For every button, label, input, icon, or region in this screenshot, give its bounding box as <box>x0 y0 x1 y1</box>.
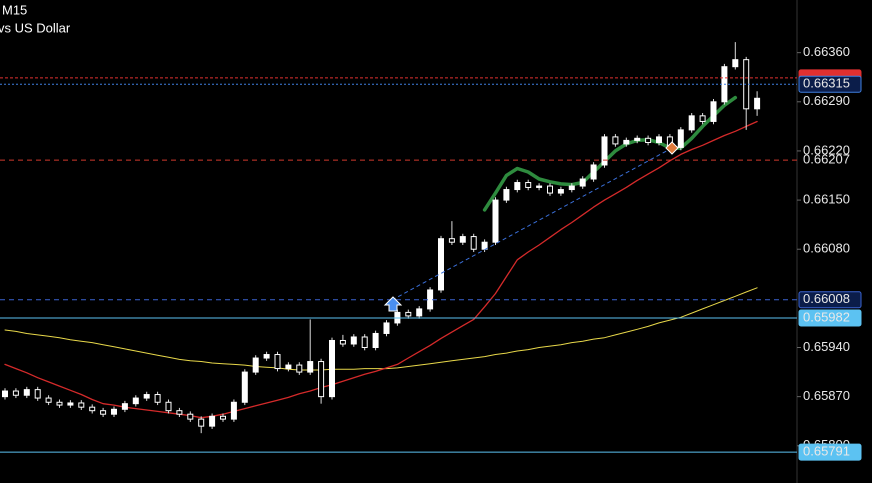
candle-body <box>209 415 216 427</box>
candle-body <box>579 178 586 187</box>
close-marker <box>665 141 679 155</box>
candle-body <box>154 394 161 403</box>
candle-body <box>448 238 455 243</box>
indicator-line <box>4 120 758 419</box>
candle-body <box>198 418 205 427</box>
candle-body <box>165 401 172 412</box>
candle-body <box>459 236 466 243</box>
candle-body <box>45 397 52 403</box>
candle-body <box>623 139 630 145</box>
candle-body <box>350 336 357 345</box>
candle-body <box>241 371 248 403</box>
candle-body <box>481 241 488 250</box>
candle-body <box>688 115 695 131</box>
candle-body <box>56 401 63 406</box>
candle-body <box>111 408 117 415</box>
candle-body <box>220 415 226 420</box>
buy-arrow <box>383 296 403 312</box>
candle-body <box>121 403 128 410</box>
candle-body <box>568 185 575 191</box>
y-tick-label: 0.65940 <box>803 339 850 354</box>
candle-body <box>470 236 477 250</box>
candle-body <box>710 101 717 122</box>
candle-body <box>416 308 423 317</box>
candle-body <box>296 364 303 373</box>
candle-body <box>176 410 183 415</box>
candle-body <box>699 115 706 122</box>
candle-body <box>339 339 346 345</box>
candle-body <box>307 361 314 373</box>
candle-body <box>100 410 107 415</box>
candle-body <box>405 311 412 317</box>
candle-body <box>23 389 30 396</box>
candle-body <box>78 402 85 408</box>
candle-body <box>525 182 532 188</box>
price-level-label: 0.66207 <box>803 152 850 167</box>
candle-body <box>732 59 739 68</box>
candle-body <box>557 189 564 194</box>
y-tick-label: 0.66360 <box>803 44 850 59</box>
indicator-line <box>4 287 758 371</box>
candle-body <box>536 185 543 188</box>
y-tick-label: 0.65870 <box>803 388 850 403</box>
price-axis: 0.66360 0.66290 0.66220 0.66150 0.66080 0.659… <box>797 44 862 461</box>
chart-subtitle: vs US Dollar <box>0 20 71 35</box>
y-tick-label: 0.66150 <box>803 192 850 207</box>
candle-body <box>2 390 8 398</box>
trend-line <box>391 147 673 301</box>
candle-body <box>427 289 434 310</box>
candle-body <box>67 402 74 406</box>
candle-body <box>230 401 237 420</box>
candle-body <box>492 199 499 243</box>
price-badge <box>798 309 862 327</box>
price-level-label: 0.65791 <box>803 444 850 459</box>
candle-body <box>503 189 510 201</box>
candle-body <box>274 354 281 370</box>
candle-body <box>187 413 194 420</box>
price-level-label: 0.65982 <box>803 309 850 324</box>
candle-body <box>132 397 139 405</box>
indicator-line <box>482 95 738 212</box>
candle-body <box>372 332 379 349</box>
candle-body <box>438 238 444 291</box>
price-level-label: 0.66008 <box>803 291 850 306</box>
candle-body <box>590 164 597 180</box>
candle-body <box>634 137 641 141</box>
price-badge <box>798 443 862 461</box>
candle-body <box>547 185 553 194</box>
candle-body <box>383 322 390 334</box>
price-level-label: 0.66315 <box>803 76 850 91</box>
candle-body <box>677 129 684 148</box>
candle-body <box>361 336 368 349</box>
candle-body <box>514 182 521 191</box>
candle-body <box>89 406 96 412</box>
y-tick-label: 0.66290 <box>803 93 850 108</box>
candle-body <box>34 389 41 399</box>
candle-body <box>263 354 270 359</box>
candle-body <box>12 390 19 396</box>
candle-body <box>656 136 662 144</box>
candle-body <box>601 136 608 166</box>
candle-body <box>612 136 619 145</box>
candle-body <box>754 97 761 110</box>
y-tick-label: 0.66080 <box>803 241 850 256</box>
candle-body <box>318 361 325 398</box>
candle-body <box>252 357 259 373</box>
candle-body <box>329 339 335 398</box>
y-tick-label: 0.66220 <box>803 142 850 157</box>
plot-area <box>0 42 797 453</box>
price-badge <box>798 75 862 93</box>
price-badge <box>798 291 862 309</box>
candle-body <box>645 137 652 144</box>
chart-title: M15 <box>2 2 27 17</box>
candle-body <box>285 364 292 370</box>
candle-body <box>143 394 150 399</box>
